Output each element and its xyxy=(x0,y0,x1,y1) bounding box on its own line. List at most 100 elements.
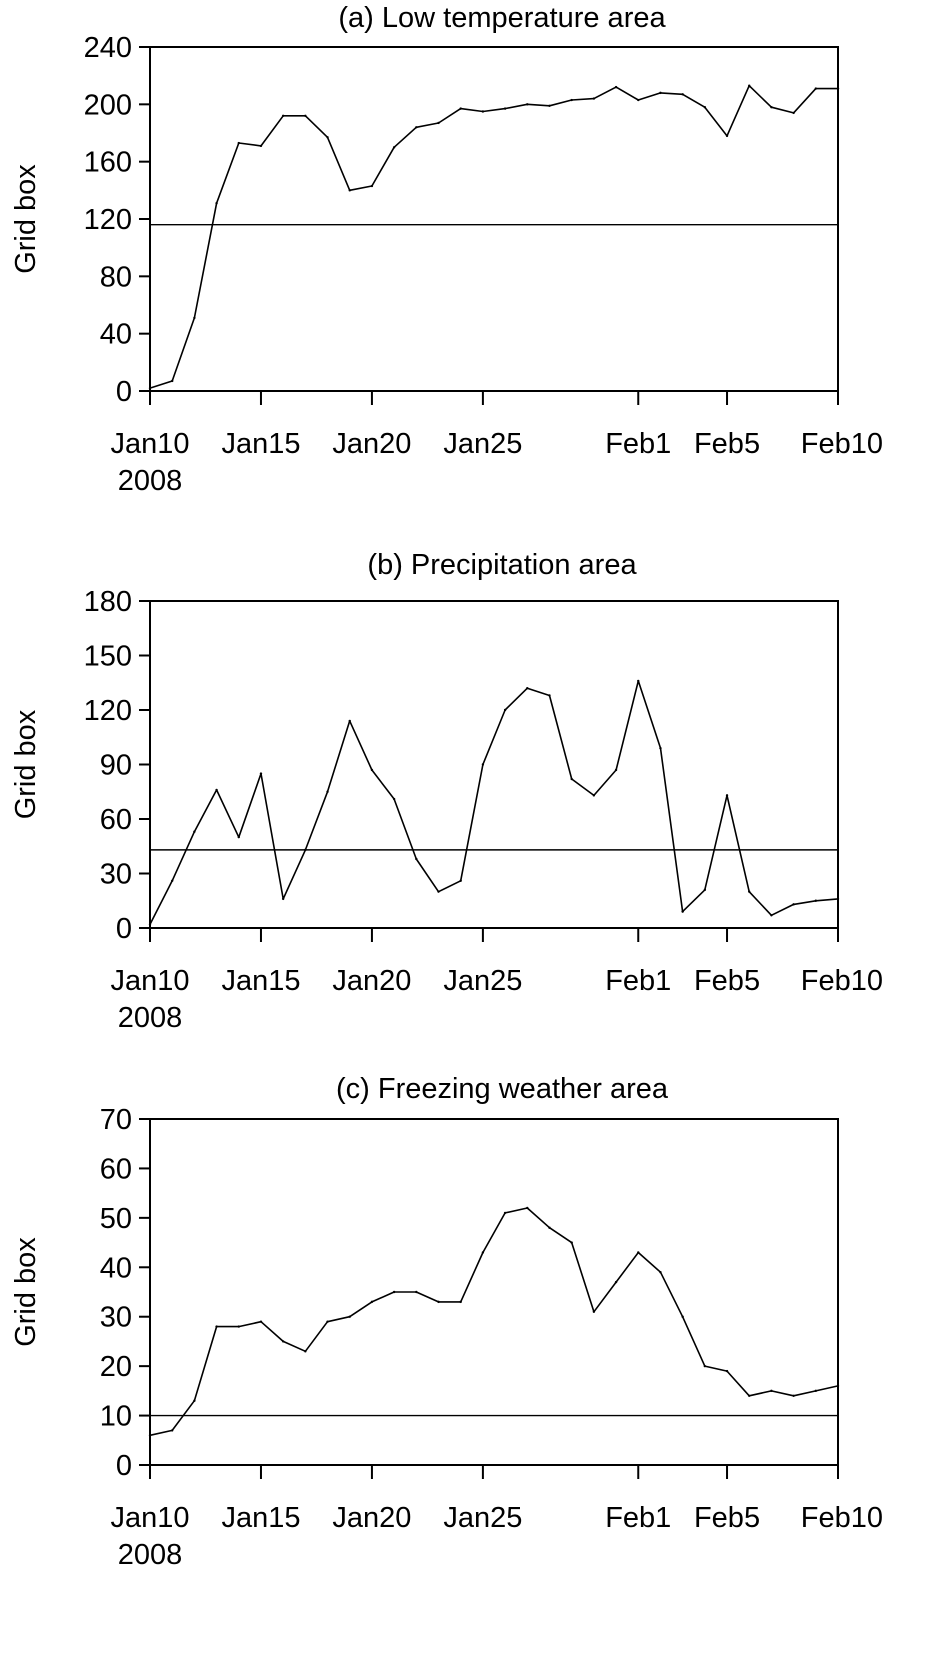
data-point xyxy=(681,93,684,96)
x-tick-label: Jan20 xyxy=(332,1502,411,1534)
y-tick-label: 240 xyxy=(84,32,132,64)
data-point xyxy=(703,106,707,109)
data-point xyxy=(792,1394,795,1398)
data-point xyxy=(703,1364,707,1368)
data-point xyxy=(148,386,152,390)
data-point xyxy=(592,794,596,797)
data-point xyxy=(215,1325,218,1328)
data-point xyxy=(281,897,285,901)
data-point xyxy=(281,114,285,118)
y-tick-label: 120 xyxy=(84,204,132,236)
data-point xyxy=(459,1300,462,1304)
data-point xyxy=(148,923,152,926)
data-point xyxy=(659,91,662,95)
x-tick-label: Jan25 xyxy=(443,428,522,460)
y-tick-label: 60 xyxy=(100,804,132,836)
y-tick-label: 0 xyxy=(116,913,132,945)
x-tick-label: Jan15 xyxy=(221,428,300,460)
data-point xyxy=(326,136,329,139)
panel-c-freezing-weather: (c) Freezing weather area Grid box 0 10 20… xyxy=(10,1073,883,1571)
data-point xyxy=(415,857,418,861)
data-point xyxy=(259,144,263,148)
y-tick-label: 40 xyxy=(100,319,132,351)
data-point xyxy=(637,98,640,102)
data-point xyxy=(614,768,618,772)
x-tick-sublabel: 2008 xyxy=(118,1539,183,1571)
panel-a-low-temperature: (a) Low temperature area Grid box 0 40 80 1… xyxy=(10,2,883,497)
y-tick-label: 160 xyxy=(84,147,132,179)
y-tick-label: 180 xyxy=(84,586,132,618)
data-point xyxy=(725,1369,729,1373)
data-point xyxy=(526,1206,529,1210)
y-axis-label: Grid box xyxy=(10,1237,42,1347)
y-tick-label: 60 xyxy=(100,1153,132,1185)
data-point xyxy=(370,184,374,188)
data-point xyxy=(370,768,374,772)
x-tick-label: Jan10 xyxy=(110,1502,189,1534)
y-tick-label: 80 xyxy=(100,261,132,293)
series-line xyxy=(149,84,838,389)
panel-b-precipitation: (b) Precipitation area Grid box 0 30 60 90 1… xyxy=(10,549,883,1034)
x-tick-label: Jan10 xyxy=(110,428,189,460)
data-point xyxy=(281,1340,285,1343)
data-point xyxy=(748,1394,751,1398)
data-point xyxy=(703,888,707,892)
data-point xyxy=(770,106,773,109)
data-point xyxy=(348,1315,351,1318)
y-tick-label: 30 xyxy=(100,1302,132,1334)
data-point xyxy=(637,1251,640,1254)
series-line xyxy=(149,680,839,925)
data-point xyxy=(725,794,729,797)
x-tick-label: Jan20 xyxy=(332,965,411,997)
data-point xyxy=(304,1350,307,1353)
data-point xyxy=(614,1280,618,1284)
data-point xyxy=(526,687,529,690)
data-point xyxy=(770,914,773,917)
data-point xyxy=(348,719,351,723)
y-tick-label: 30 xyxy=(100,859,132,891)
data-point xyxy=(237,835,240,839)
x-tick-label: Feb5 xyxy=(694,965,760,997)
y-tick-label: 70 xyxy=(100,1104,132,1136)
y-tick-label: 10 xyxy=(100,1401,132,1433)
data-point xyxy=(259,772,263,775)
data-point xyxy=(548,1226,551,1229)
y-tick-label: 90 xyxy=(100,750,132,782)
data-point xyxy=(481,763,485,766)
data-point xyxy=(326,790,329,793)
x-tick-label: Jan15 xyxy=(221,965,300,997)
chart-title: (b) Precipitation area xyxy=(367,549,637,581)
y-axis-label: Grid box xyxy=(10,164,42,274)
x-tick-label: Feb5 xyxy=(694,428,760,460)
series-line xyxy=(149,1207,839,1437)
data-point xyxy=(570,98,573,102)
data-point xyxy=(437,121,440,125)
x-tick-label: Jan25 xyxy=(443,965,522,997)
y-tick-label: 150 xyxy=(84,641,132,673)
data-point xyxy=(392,146,396,149)
data-point xyxy=(193,1399,196,1402)
data-point xyxy=(415,1290,418,1294)
x-tick-label: Feb5 xyxy=(694,1502,760,1534)
y-tick-label: 40 xyxy=(100,1252,132,1284)
axes: 0 10 20 30 40 50 60 70 Jan10 2008 Jan15 Jan20 Jan25 F… xyxy=(100,1104,883,1571)
data-point xyxy=(836,897,840,901)
data-point xyxy=(614,85,618,89)
data-point xyxy=(170,1429,174,1432)
data-point xyxy=(437,1300,440,1304)
data-point xyxy=(237,1325,240,1328)
x-tick-sublabel: 2008 xyxy=(118,1002,183,1034)
data-point xyxy=(392,797,396,801)
data-point xyxy=(526,103,529,106)
data-point xyxy=(503,708,507,712)
x-tick-label: Jan20 xyxy=(332,428,411,460)
x-tick-label: Feb10 xyxy=(801,428,883,460)
data-point xyxy=(503,107,507,110)
data-point xyxy=(237,141,240,145)
data-point xyxy=(437,890,440,893)
data-point xyxy=(392,1290,396,1294)
x-tick-label: Feb1 xyxy=(605,1502,671,1534)
data-point xyxy=(215,202,218,205)
data-point xyxy=(814,899,818,902)
x-tick-label: Feb10 xyxy=(801,965,883,997)
